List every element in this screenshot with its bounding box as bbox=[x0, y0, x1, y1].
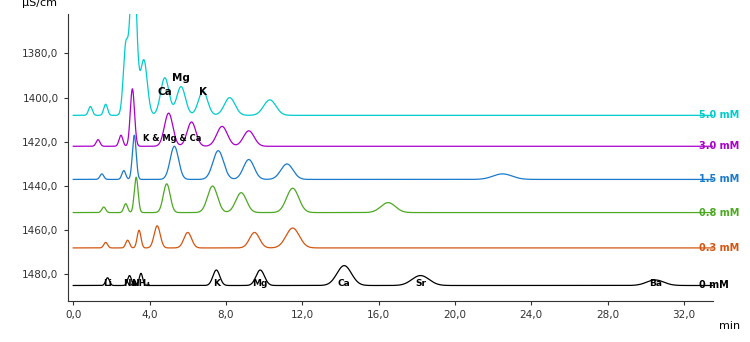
Text: K: K bbox=[213, 279, 220, 288]
Text: Ca: Ca bbox=[338, 279, 350, 288]
Text: K & Mg & Ca: K & Mg & Ca bbox=[143, 134, 202, 143]
Text: NH₄: NH₄ bbox=[131, 279, 151, 288]
Text: min: min bbox=[719, 321, 740, 331]
Text: Li: Li bbox=[104, 279, 112, 288]
Text: 1.5 mM: 1.5 mM bbox=[699, 174, 740, 184]
Text: 0.3 mM: 0.3 mM bbox=[699, 243, 740, 253]
Text: 5.0 mM: 5.0 mM bbox=[699, 110, 740, 120]
Text: μS/cm: μS/cm bbox=[22, 0, 57, 8]
Text: 0 mM: 0 mM bbox=[699, 280, 729, 290]
Text: K: K bbox=[199, 87, 207, 96]
Text: Mg: Mg bbox=[172, 73, 190, 83]
Text: Mg: Mg bbox=[253, 279, 268, 288]
Text: 3.0 mM: 3.0 mM bbox=[699, 141, 740, 151]
Text: Sr: Sr bbox=[415, 279, 426, 288]
Text: 0.8 mM: 0.8 mM bbox=[699, 208, 740, 218]
Text: Ca: Ca bbox=[158, 87, 172, 96]
Text: Ba: Ba bbox=[649, 279, 662, 288]
Text: Na: Na bbox=[123, 279, 136, 288]
